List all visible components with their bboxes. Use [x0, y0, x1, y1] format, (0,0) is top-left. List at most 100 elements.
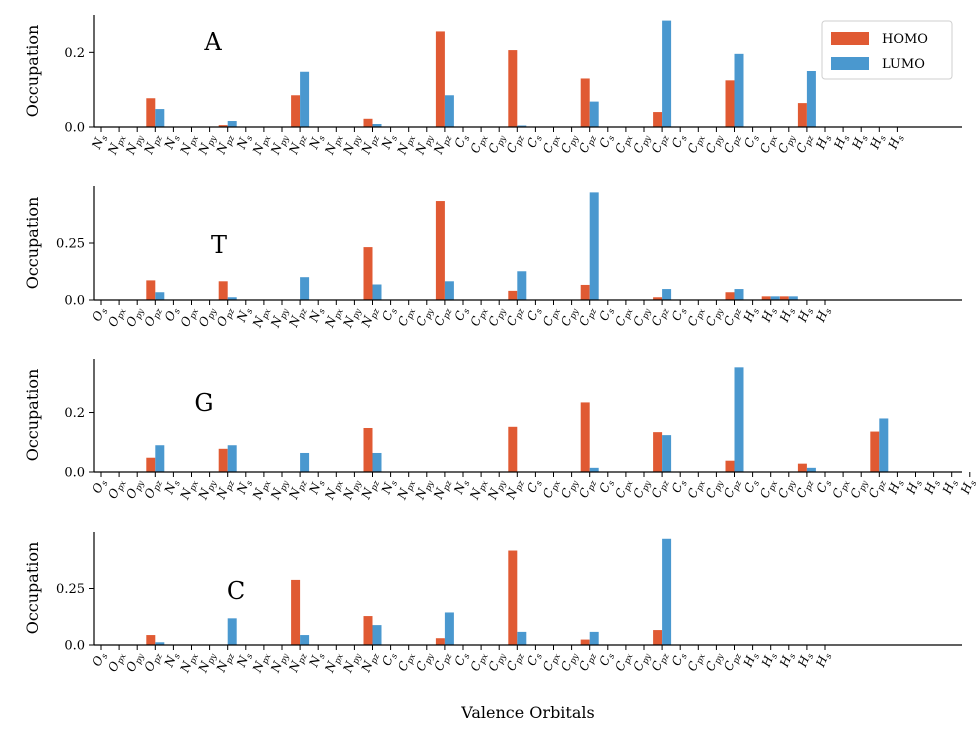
bar-homo-23 [508, 50, 518, 128]
bar-lumo-23 [517, 125, 527, 127]
bar-homo-7 [218, 448, 228, 472]
bar-homo-19 [435, 31, 445, 127]
bar-lumo-43 [879, 418, 889, 472]
bar-lumo-3 [155, 292, 165, 300]
x-tick-label: Cs [452, 131, 473, 151]
x-tick-label: Cpy [631, 132, 654, 157]
x-tick-label: Npy [268, 477, 292, 504]
bar-lumo-23 [517, 271, 527, 300]
y-tick-label: 0.0 [64, 121, 85, 136]
x-tick-label: Hs [813, 304, 835, 326]
bar-homo-38 [779, 296, 789, 300]
x-tick-label: Npz [286, 649, 310, 676]
bar-lumo-39 [806, 467, 816, 472]
x-tick-label: Hs [740, 649, 762, 671]
x-tick-label: Npz [358, 649, 382, 676]
bar-lumo-11 [300, 452, 310, 472]
bar-homo-31 [653, 630, 663, 645]
x-tick-label: Cpy [848, 477, 871, 502]
x-tick-label: Cpy [486, 650, 509, 675]
x-tick-label: Cpy [558, 132, 581, 157]
x-tick-label: Cs [741, 131, 762, 151]
x-tick-label: Cpy [558, 305, 581, 330]
bar-homo-37 [761, 296, 771, 300]
x-tick-label: Cpy [413, 305, 436, 330]
x-tick-label: Cpx [830, 477, 853, 502]
x-tick-label: Npx [250, 650, 274, 677]
x-tick-label: Cpz [721, 131, 744, 156]
bar-lumo-31 [662, 538, 672, 645]
x-tick-label: Hs [777, 304, 799, 326]
x-tick-label: Npy [412, 477, 436, 504]
x-tick-label: Cpx [395, 650, 418, 675]
bar-homo-3 [146, 457, 156, 472]
x-tick-label: Cs [597, 304, 618, 324]
x-tick-label: Hs [813, 131, 835, 153]
bar-lumo-7 [227, 618, 237, 645]
y-tick-label: 0.0 [64, 294, 85, 309]
bar-lumo-3 [155, 445, 165, 472]
x-tick-label: Npz [431, 476, 455, 503]
bar-lumo-11 [300, 635, 310, 645]
bar-homo-23 [508, 426, 518, 472]
bar-lumo-35 [734, 53, 744, 127]
bar-homo-3 [146, 635, 156, 645]
x-tick-label: Npz [213, 649, 237, 676]
x-tick-label: Cpz [576, 476, 599, 501]
x-tick-label: Cpy [631, 650, 654, 675]
x-tick-label: Cpx [540, 305, 563, 330]
legend-swatch-homo [831, 32, 869, 45]
x-tick-label: Npx [177, 650, 201, 677]
y-tick-label: 0.0 [64, 639, 85, 654]
x-tick-label: Hs [759, 304, 781, 326]
bar-homo-11 [291, 95, 301, 127]
x-tick-label: Cs [524, 131, 545, 151]
y-axis-label: Occupation [23, 369, 42, 462]
x-tick-label: Opz [142, 649, 165, 674]
bar-lumo-23 [517, 631, 527, 645]
x-tick-label: Os [89, 304, 110, 324]
bar-lumo-7 [227, 297, 237, 300]
x-tick-label: Cpy [775, 132, 798, 157]
x-tick-label: Cpy [486, 132, 509, 157]
x-tick-label: Hs [831, 131, 853, 153]
x-tick-label: Cpy [558, 477, 581, 502]
x-axis-label: Valence Orbitals [460, 703, 594, 722]
x-tick-label: Npy [123, 132, 147, 159]
bar-lumo-3 [155, 642, 165, 645]
x-tick-label: Cpx [468, 305, 491, 330]
bar-homo-27 [580, 78, 590, 127]
x-tick-label: Cpz [504, 304, 527, 329]
legend: HOMO LUMO [821, 20, 953, 80]
x-tick-label: Os [162, 304, 183, 324]
bar-homo-3 [146, 98, 156, 127]
x-tick-label: Opy [196, 305, 219, 330]
x-tick-label: Npx [250, 305, 274, 332]
x-tick-label: Npz [141, 131, 165, 158]
x-tick-label: Npz [213, 476, 237, 503]
x-tick-label: Cpz [721, 304, 744, 329]
x-tick-label: Hs [849, 131, 871, 153]
y-tick-label: 0.0 [64, 466, 85, 481]
bar-lumo-27 [589, 631, 599, 645]
bar-lumo-35 [734, 289, 744, 300]
bar-homo-3 [146, 280, 156, 300]
bar-lumo-19 [444, 281, 454, 300]
legend-label-lumo: LUMO [882, 57, 925, 72]
x-tick-label: Cpx [395, 305, 418, 330]
x-tick-label: Opx [105, 477, 128, 502]
x-tick-label: Opx [105, 650, 128, 675]
x-tick-label: Cpx [540, 132, 563, 157]
bar-lumo-19 [444, 95, 454, 127]
x-tick-label: Opz [214, 304, 237, 329]
x-tick-label: Cpz [649, 131, 672, 156]
legend-swatch-lumo [831, 57, 869, 70]
x-tick-label: Ns [234, 649, 256, 671]
x-tick-label: Npy [268, 305, 292, 332]
x-tick-label: Cs [452, 649, 473, 669]
x-tick-label: Cs [597, 649, 618, 669]
bar-homo-35 [725, 460, 735, 472]
